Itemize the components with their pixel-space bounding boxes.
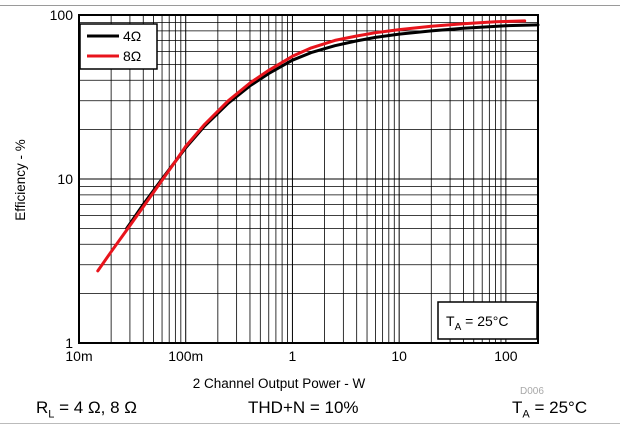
legend: 4Ω 8Ω [79,23,158,70]
series-line-4ohm [125,23,540,230]
legend-label-8ohm: 8Ω [123,48,141,64]
x-tick-labels: 10m 100m 1 10 100 [65,348,517,364]
series-line-8ohm [96,19,527,273]
x-tick-label: 10 [391,348,407,364]
y-tick-label: 1 [65,335,73,351]
caption-temperature-subscript: A [522,408,530,421]
legend-label-4ohm: 4Ω [123,28,141,44]
x-tick-label: 1 [289,348,297,364]
caption-temperature-symbol: T [512,398,523,417]
x-axis-label: 2 Channel Output Power - W [193,376,366,391]
svg-text:TA = 25°C: TA = 25°C [446,313,508,333]
temperature-annotation-box [437,301,538,340]
x-tick-label: 10m [65,348,92,364]
y-tick-label: 100 [50,7,74,23]
y-tick-labels: 1 10 100 [50,7,74,351]
top-rule [0,5,620,6]
x-tick-label: 100m [168,348,203,364]
series-lines [96,19,540,273]
plot-frame [78,14,539,344]
caption-thd: THD+N = 10% [248,398,359,417]
caption-load-symbol: R [36,398,49,417]
caption-load-subscript: L [48,408,55,421]
temperature-annotation: TA = 25°C [437,301,538,340]
temperature-annotation-subscript: A [455,322,462,333]
x-tick-label: 100 [494,348,518,364]
legend-box [79,23,158,70]
temperature-annotation-symbol: T [446,313,455,329]
caption-temperature-value: = 25°C [529,398,588,417]
caption-load-value: = 4 Ω, 8 Ω [54,398,137,417]
y-axis-label: Efficiency - % [13,139,28,221]
caption-temperature: TA = 25°C [512,398,587,420]
y-tick-label: 10 [57,171,73,187]
caption-load: RL = 4 Ω, 8 Ω [36,398,137,420]
temperature-annotation-value: = 25°C [461,313,508,329]
efficiency-chart: 10m 100m 1 10 100 1 10 100 2 Channel Output Po… [13,7,544,396]
figure-id: D006 [520,386,544,396]
